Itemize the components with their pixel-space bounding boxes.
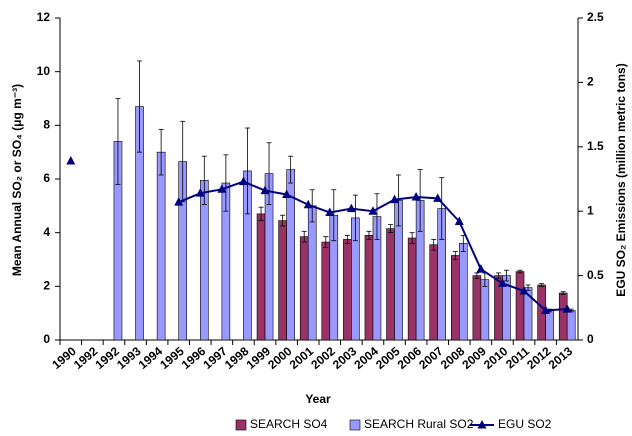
- y-axis-title: Mean Annual SO₂ or SO₄ (μg m⁻³): [10, 84, 24, 276]
- y-tick-label: 12: [37, 10, 51, 24]
- marker: [541, 305, 551, 314]
- marker: [433, 193, 443, 202]
- y-tick-label: 2: [43, 279, 50, 293]
- bar: [450, 255, 460, 341]
- bar: [515, 271, 525, 341]
- y2-tick-label: 2.5: [587, 10, 604, 24]
- bar: [407, 237, 417, 341]
- y2-tick-label: 1: [587, 203, 594, 217]
- error-bar: [301, 230, 307, 243]
- y2-tick-label: 1.5: [587, 139, 604, 153]
- error-bar: [431, 238, 437, 251]
- bar: [429, 244, 439, 341]
- marker: [346, 203, 356, 213]
- legend-label: SEARCH SO4: [250, 417, 328, 431]
- error-bar: [280, 214, 286, 227]
- y2-tick-label: 0: [587, 332, 594, 346]
- bar: [558, 292, 568, 341]
- bar: [364, 235, 374, 341]
- bar: [472, 275, 482, 341]
- bar: [480, 279, 490, 341]
- marker: [562, 304, 572, 313]
- y2-tick-label: 0.5: [587, 268, 604, 282]
- x-axis-title: Year: [305, 392, 331, 406]
- marker: [174, 197, 184, 206]
- legend-label: SEARCH Rural SO2: [364, 417, 474, 431]
- error-bar: [366, 230, 372, 240]
- error-bar: [452, 251, 458, 260]
- y2-tick-label: 2: [587, 75, 594, 89]
- error-bar: [223, 154, 229, 212]
- error-bar: [288, 155, 294, 184]
- y-tick-label: 8: [43, 118, 50, 132]
- marker: [368, 206, 378, 215]
- marker: [282, 189, 292, 198]
- error-bar: [266, 142, 272, 205]
- marker: [497, 278, 507, 287]
- error-bar: [439, 177, 445, 240]
- marker: [454, 216, 464, 226]
- error-bar: [396, 174, 402, 227]
- bar: [307, 205, 317, 341]
- error-bar: [158, 128, 164, 176]
- error-bar: [115, 98, 121, 185]
- error-bar: [344, 234, 350, 244]
- error-bar: [137, 60, 143, 153]
- bar: [256, 213, 266, 341]
- y2-axis-title: EGU SO₂ Emissions (million metric tons): [614, 63, 628, 296]
- marker: [390, 194, 400, 204]
- error-bar: [244, 127, 250, 215]
- error-bar: [323, 236, 329, 248]
- error-bar: [503, 269, 509, 282]
- y-tick-label: 10: [37, 64, 51, 78]
- bar: [299, 236, 309, 341]
- legend-marker: [477, 420, 487, 429]
- bar: [321, 241, 331, 341]
- marker: [66, 155, 76, 165]
- legend-label: EGU SO2: [498, 417, 552, 431]
- error-bar: [258, 206, 264, 221]
- bar: [545, 310, 554, 341]
- marker: [519, 286, 529, 295]
- bar: [386, 228, 395, 341]
- legend-swatch: [349, 419, 361, 431]
- error-bar: [560, 291, 566, 295]
- y-tick-label: 6: [43, 171, 50, 185]
- bar: [458, 243, 468, 341]
- error-bar: [352, 194, 358, 242]
- error-bar: [517, 269, 523, 274]
- legend-swatch: [235, 419, 247, 431]
- bar: [278, 220, 287, 341]
- error-bar: [525, 284, 531, 291]
- marker: [303, 199, 313, 209]
- bar: [566, 310, 576, 341]
- marker: [411, 192, 421, 201]
- error-bar: [539, 283, 545, 287]
- marker: [238, 176, 248, 186]
- y-tick-label: 0: [43, 332, 50, 346]
- error-bar: [495, 272, 501, 279]
- bar: [343, 239, 352, 341]
- bar: [156, 151, 166, 341]
- marker: [217, 184, 227, 193]
- y-tick-label: 4: [43, 225, 50, 239]
- marker: [476, 264, 486, 273]
- error-bar: [388, 224, 394, 234]
- error-bar: [409, 232, 415, 244]
- marker: [195, 188, 205, 197]
- error-bar: [474, 272, 480, 279]
- x-tick-label: 2013: [546, 344, 576, 372]
- error-bar: [374, 193, 380, 240]
- marker: [325, 207, 335, 216]
- marker: [260, 185, 270, 195]
